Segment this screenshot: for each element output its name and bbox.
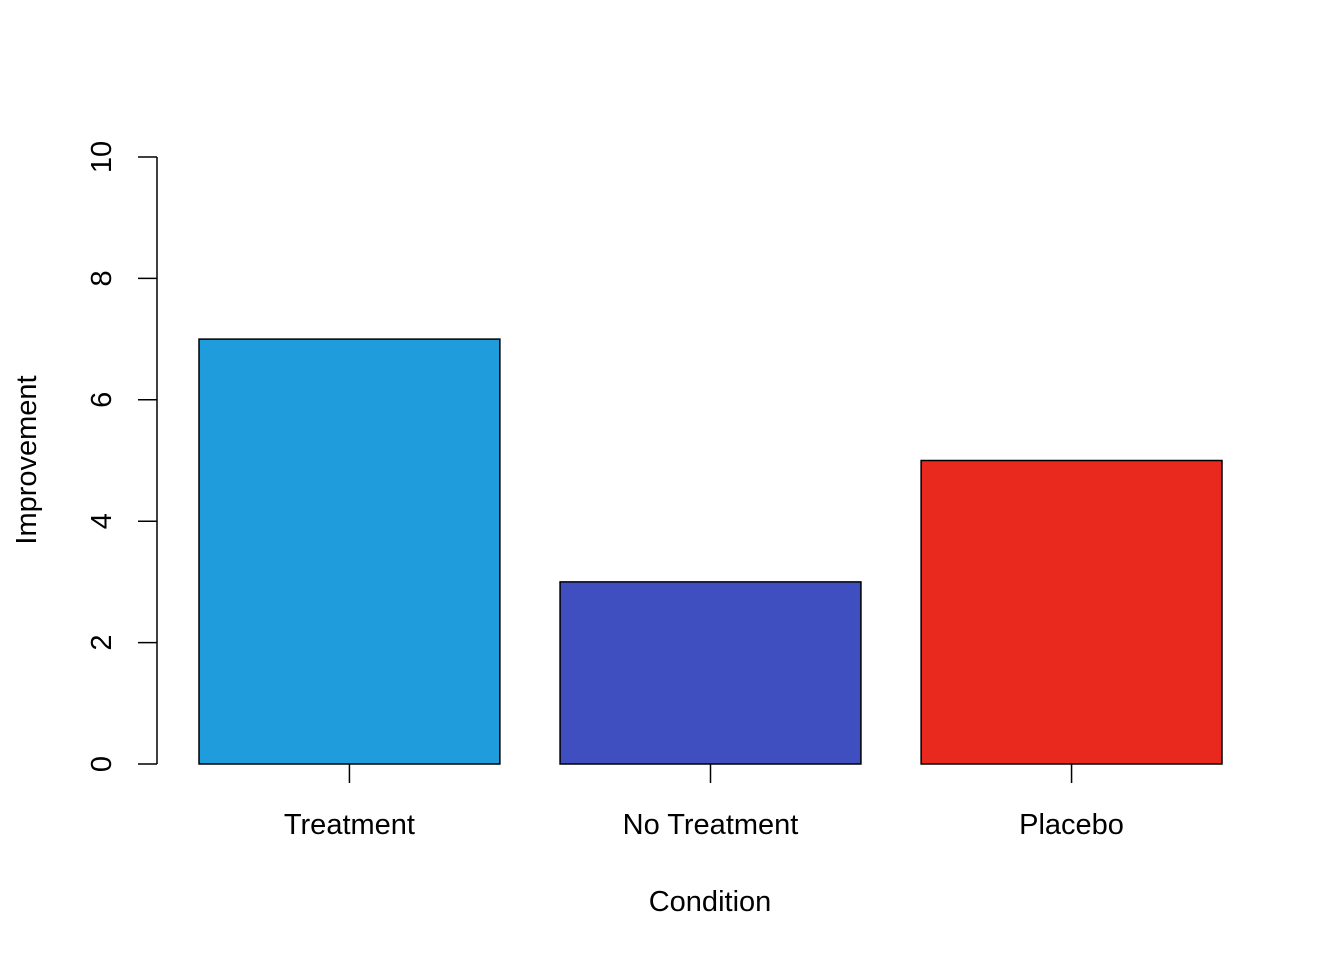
x-axis-label: Condition — [649, 886, 772, 918]
y-axis-label: Improvement — [11, 375, 43, 544]
y-tick-label: 8 — [86, 270, 118, 286]
y-tick-label: 2 — [86, 635, 118, 651]
x-tick-label: Placebo — [1019, 809, 1124, 841]
y-axis: 0 2 4 6 8 10 — [86, 141, 158, 772]
y-tick-label: 6 — [86, 392, 118, 408]
y-tick-label: 10 — [86, 141, 118, 173]
bar-no-treatment — [559, 581, 862, 765]
x-tick-label: No Treatment — [623, 809, 799, 841]
y-tick-label: 4 — [86, 513, 118, 529]
x-tick-label: Treatment — [284, 809, 415, 841]
bar-treatment — [198, 338, 501, 765]
bars-layer — [198, 338, 1223, 765]
bar-placebo — [920, 459, 1223, 765]
x-axis: Treatment No Treatment Placebo — [284, 764, 1124, 841]
y-tick-label: 0 — [86, 756, 118, 772]
